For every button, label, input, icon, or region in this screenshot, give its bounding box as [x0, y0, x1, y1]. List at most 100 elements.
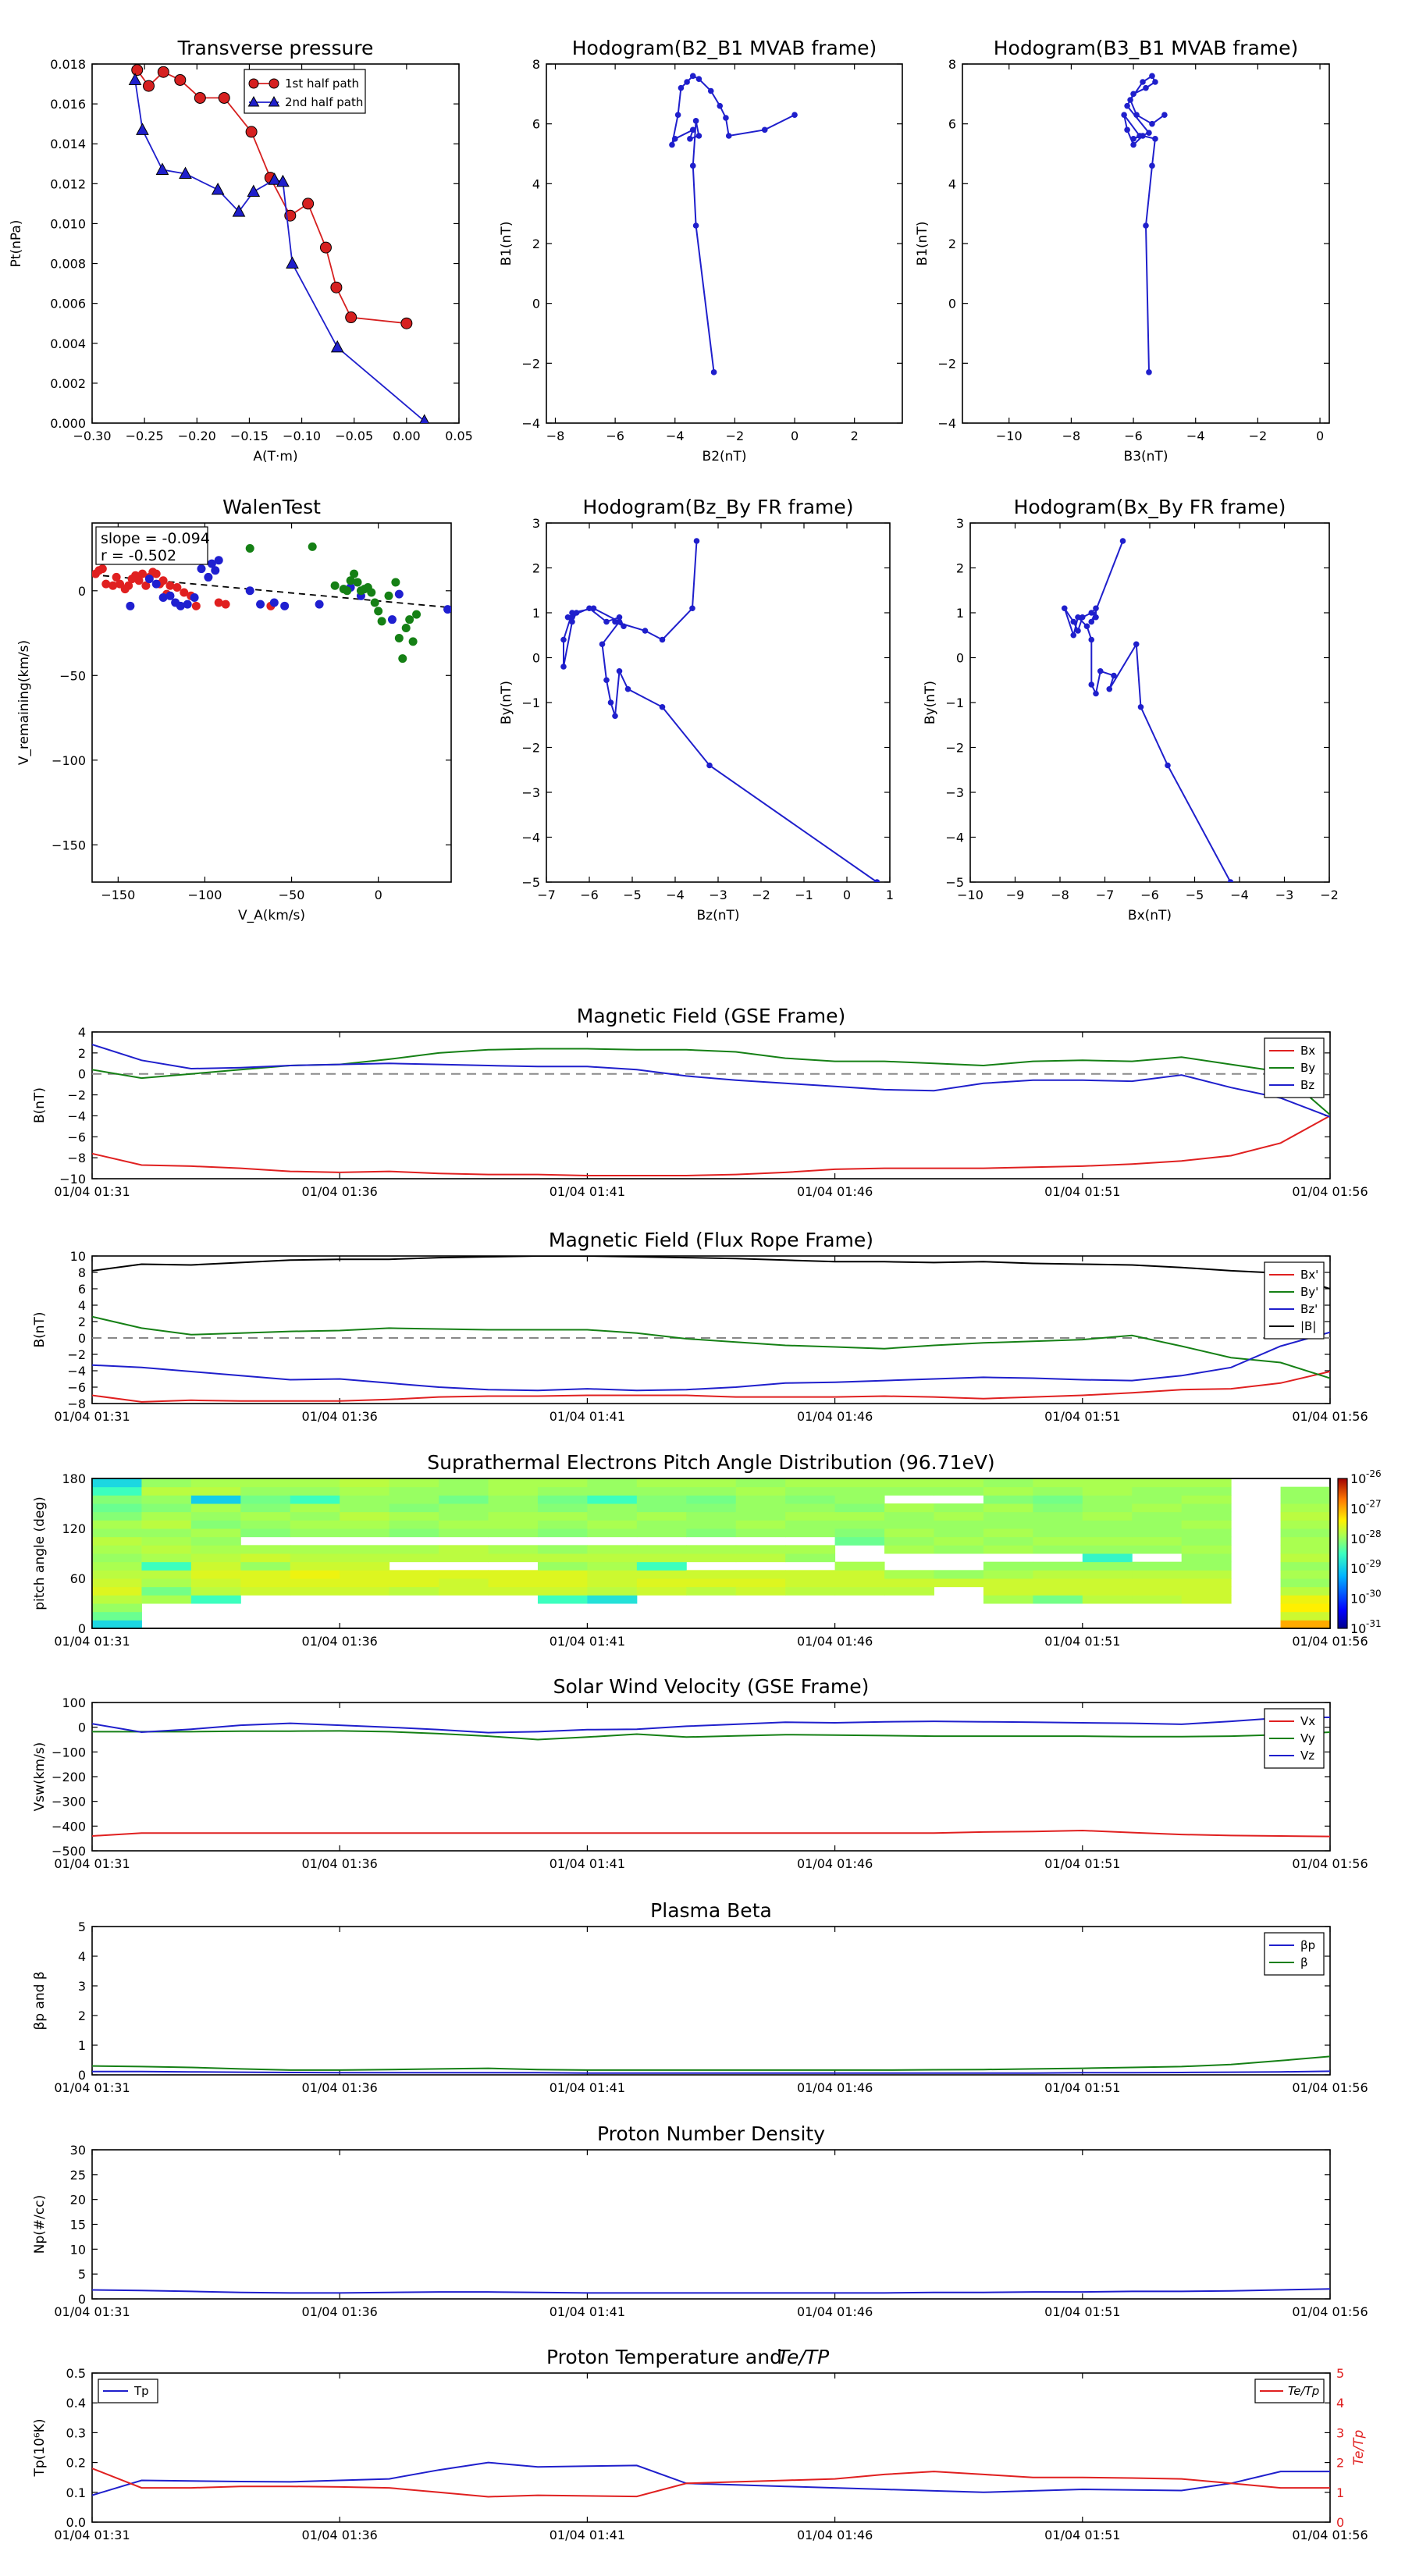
data-point: [367, 588, 376, 597]
y-tick-label: 3: [532, 516, 540, 531]
y-tick-label: −50: [59, 668, 86, 683]
hodogram-point: [692, 118, 699, 124]
colorbar-tick-label: 10: [1350, 1592, 1366, 1606]
plot-frame: [969, 522, 1330, 883]
x-tick-label: 01/04 01:36: [302, 1856, 378, 1871]
data-point: [157, 66, 169, 78]
x-tick-label: −0.25: [126, 429, 164, 443]
heatmap-cell: [587, 1545, 638, 1554]
heatmap-cell: [92, 1545, 142, 1554]
legend-marker: [269, 78, 279, 89]
y-tick-label: −200: [52, 1770, 86, 1784]
y-tick-label: −5: [521, 875, 540, 890]
series-line: [92, 1730, 1330, 1741]
y-tick-label: −2: [67, 1347, 86, 1362]
legend: 1st half path 2nd half path: [244, 69, 366, 114]
data-layer: [92, 2461, 1330, 2498]
data-point: [377, 617, 386, 626]
heatmap-cell: [587, 1486, 638, 1496]
chart-transverse-pressure: Transverse pressure−0.30 −0.25 −0.20 −0.15−…: [9, 37, 473, 464]
hodogram-point: [1149, 73, 1155, 80]
x-tick-label: −6: [580, 888, 599, 902]
data-point: [232, 205, 246, 217]
heatmap-cell: [834, 1528, 885, 1538]
heatmap-cell: [389, 1486, 439, 1496]
x-tick-label: 01/04 01:41: [550, 2304, 625, 2319]
data-point: [141, 581, 151, 590]
hodogram-point: [621, 623, 627, 630]
axes: −150 −100 −50 0 −150 −100 −50 0: [52, 522, 452, 902]
heatmap-cell: [884, 1478, 934, 1488]
x-tick-label: 01/04 01:41: [550, 2528, 625, 2542]
hodogram-point: [761, 126, 768, 133]
y-axis-label: By(nT): [923, 681, 938, 724]
heatmap-cell: [1280, 1511, 1331, 1521]
data-layer: [92, 542, 451, 664]
heatmap-cell: [340, 1553, 390, 1563]
data-point: [245, 544, 254, 553]
y-tick-label: 8: [948, 57, 956, 72]
colorbar-tick-exponent: -27: [1366, 1498, 1382, 1509]
data-point: [276, 174, 290, 187]
x-tick-label: 01/04 01:56: [1292, 1184, 1368, 1199]
data-point: [131, 64, 144, 76]
heatmap-cell: [1181, 1561, 1232, 1571]
y-tick-label: −2: [937, 356, 956, 371]
x-tick-label: 01/04 01:36: [302, 2080, 378, 2095]
heatmap-cell: [92, 1528, 142, 1538]
data-point: [158, 576, 168, 585]
hodogram-point: [1097, 667, 1104, 674]
data-point: [370, 598, 379, 607]
heatmap-cell: [1033, 1578, 1083, 1588]
axes: 01/04 01:31 01/04 01:36 01/04 01:41 01/04 0…: [54, 2366, 1368, 2542]
heatmap-cell: [92, 1486, 142, 1496]
data-point: [401, 624, 411, 633]
x-tick-label: −7: [1096, 888, 1115, 902]
x-tick-label: −6: [606, 429, 624, 443]
heatmap-cell: [785, 1570, 836, 1579]
heatmap-cell: [735, 1528, 786, 1538]
heatmap-cell: [1082, 1486, 1133, 1496]
y-tick-label: 0.014: [50, 137, 86, 151]
y-tick-label: 2: [532, 561, 540, 576]
heatmap-cell: [537, 1486, 588, 1496]
heatmap-cell: [587, 1528, 638, 1538]
heatmap-cell: [1181, 1503, 1232, 1513]
heatmap-cell: [439, 1553, 489, 1563]
y-tick-label: 0.4: [66, 2396, 86, 2411]
heatmap-cell: [290, 1561, 340, 1571]
y-tick-label: 0.004: [50, 336, 86, 351]
hodogram-point: [1088, 610, 1095, 616]
x-tick-label: −2: [1320, 888, 1339, 902]
data-layer: [92, 2055, 1330, 2074]
heatmap-cell: [190, 1503, 241, 1513]
heatmap-cell: [884, 1545, 934, 1554]
heatmap-cell: [141, 1545, 192, 1554]
x-tick-label: −4: [1186, 429, 1205, 443]
heatmap-cell: [190, 1595, 241, 1604]
y-tick-label: 0.018: [50, 57, 86, 72]
heatmap-cell: [439, 1570, 489, 1579]
heatmap-cell: [389, 1528, 439, 1538]
y-tick-label: 0: [78, 1331, 86, 1346]
hodogram-point: [1075, 614, 1081, 621]
data-point: [124, 581, 133, 590]
annotation-box: [95, 526, 208, 565]
y-tick-label: 2: [78, 1315, 86, 1329]
y-tick-label: −300: [52, 1795, 86, 1809]
y-tick-label: 0: [956, 651, 964, 666]
data-point: [214, 598, 223, 607]
heatmap-cell: [1181, 1478, 1232, 1488]
heatmap-cell: [983, 1511, 1033, 1521]
x-axis-label: Bx(nT): [1128, 908, 1172, 923]
heatmap-cell: [1132, 1503, 1183, 1513]
hodogram-point: [603, 677, 610, 684]
hodogram-point: [659, 636, 666, 643]
series-line: [92, 2461, 1330, 2496]
hodogram-point: [573, 610, 580, 616]
hodogram-point: [1137, 703, 1144, 710]
heatmap-cell: [735, 1478, 786, 1488]
heatmap-cell: [1082, 1545, 1133, 1554]
